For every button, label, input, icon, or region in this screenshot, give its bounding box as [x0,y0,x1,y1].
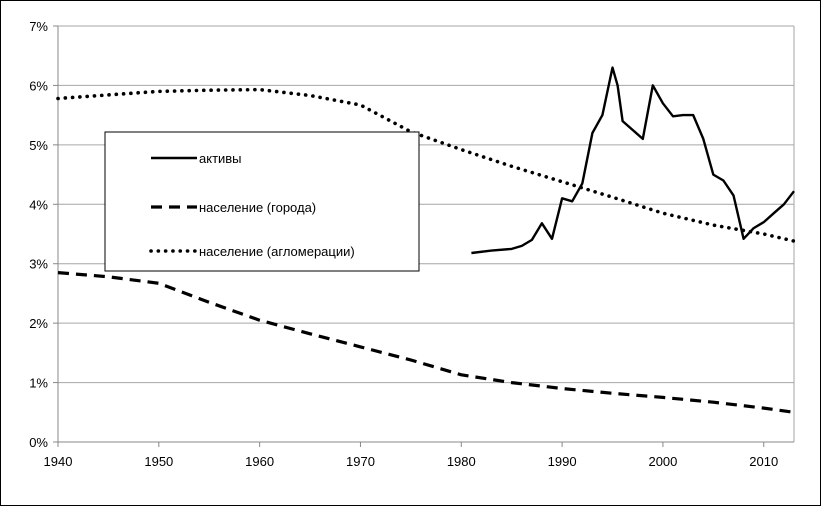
y-tick-label: 5% [29,138,48,153]
series-line-1 [57,271,795,414]
y-tick-label: 2% [29,316,48,331]
x-tick-label: 2000 [648,454,677,469]
x-tick-label: 1940 [44,454,73,469]
y-tick-label: 4% [29,197,48,212]
x-tick-label: 1980 [447,454,476,469]
legend-label: население (агломерации) [199,244,355,259]
legend-label: население (города) [199,200,316,215]
x-tick-label: 1960 [245,454,274,469]
series-group [56,66,796,414]
y-tick-label: 3% [29,257,48,272]
series-line-2 [56,87,796,243]
legend: активы население (города) население (аглом… [104,131,420,272]
x-axis-ticks: 1940 1950 1960 1970 1980 1990 2000 2010 [44,442,778,469]
y-tick-label: 0% [29,435,48,450]
legend-label: активы [199,151,242,166]
y-tick-label: 1% [29,376,48,391]
y-tick-label: 7% [29,19,48,34]
axes [57,26,794,443]
x-tick-label: 1990 [548,454,577,469]
y-axis-ticks: 0% 1% 2% 3% 4% 5% 6% 7% [29,19,58,450]
y-tick-label: 6% [29,78,48,93]
x-tick-label: 1970 [346,454,375,469]
legend-box [104,131,420,272]
x-tick-label: 1950 [144,454,173,469]
x-tick-label: 2010 [749,454,778,469]
series-line-0 [471,66,795,255]
